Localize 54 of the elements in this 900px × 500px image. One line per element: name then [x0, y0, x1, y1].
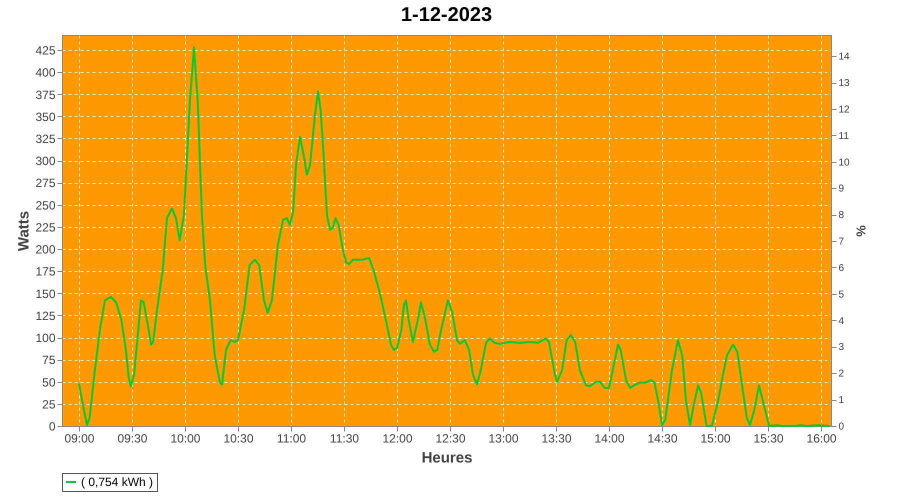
- chart-title: 1-12-2023: [400, 4, 492, 26]
- x-tick-label: 14:30: [648, 432, 678, 446]
- line-series: [78, 46, 832, 427]
- x-tick-label: 09:00: [64, 432, 95, 446]
- x-tick-label: 10:00: [170, 432, 201, 446]
- y2-tick-label: 11: [838, 130, 850, 142]
- x-tick-label: 13:30: [541, 432, 572, 446]
- x-tick-label: 13:00: [488, 432, 519, 446]
- y-tick-label: 400: [35, 66, 56, 80]
- y2-tick-label: 14: [838, 52, 850, 63]
- y-tick-label: 125: [35, 308, 56, 323]
- y2-tick-label: 9: [838, 184, 844, 195]
- y2-tick-label: 13: [838, 78, 850, 90]
- y2-tick-label: 1: [838, 395, 844, 406]
- y2-tick-label: 3: [838, 342, 844, 354]
- x-tick-label: 12:30: [435, 432, 466, 446]
- x-tick-label: 16:00: [806, 432, 837, 446]
- y-tick-label: 100: [35, 331, 56, 346]
- y-tick-label: 425: [35, 44, 56, 58]
- y2-tick-label: 5: [838, 289, 844, 300]
- x-tick-label: 09:30: [117, 432, 148, 446]
- x-tick-label: 15:30: [754, 432, 784, 446]
- x-tick-label: 11:30: [330, 432, 360, 446]
- x-tick-label: 14:00: [594, 432, 625, 446]
- y2-tick-label: 12: [838, 104, 850, 116]
- legend-label: ( 0,754 kWh ): [81, 475, 154, 489]
- y-tick-label: 225: [35, 220, 56, 234]
- y2-tick-label: 6: [838, 262, 844, 274]
- y-axis-title: Watts: [15, 210, 32, 252]
- y-tick-label: 375: [35, 88, 56, 102]
- y-tick-label: 350: [35, 110, 56, 124]
- y2-axis-title: %: [854, 225, 869, 238]
- y2-tick-label: 4: [838, 316, 844, 327]
- x-tick-label: 12:00: [382, 432, 413, 446]
- x-tick-label: 11:00: [276, 432, 306, 446]
- y-tick-label: 150: [35, 286, 56, 301]
- y-tick-label: 50: [42, 375, 56, 390]
- y-tick-label: 175: [35, 264, 56, 279]
- x-tick-label: 15:00: [700, 432, 731, 446]
- y-tick-label: 25: [42, 397, 56, 412]
- y-tick-label: 300: [35, 154, 56, 168]
- y2-tick-label: 10: [838, 157, 850, 168]
- x-tick-label: 10:30: [223, 432, 254, 446]
- y2-tick-label: 2: [838, 368, 844, 380]
- y-tick-label: 75: [42, 353, 56, 368]
- y-tick-label: 200: [35, 242, 56, 257]
- y2-tick-label: 7: [838, 236, 844, 248]
- y2-tick-label: 8: [838, 210, 844, 222]
- y-tick-label: 0: [48, 420, 56, 434]
- y-tick-label: 275: [35, 176, 56, 190]
- y-tick-label: 250: [35, 198, 56, 212]
- y-tick-label: 325: [35, 132, 56, 146]
- x-axis-title: Heures: [422, 450, 472, 466]
- y2-tick-label: 0: [838, 422, 844, 432]
